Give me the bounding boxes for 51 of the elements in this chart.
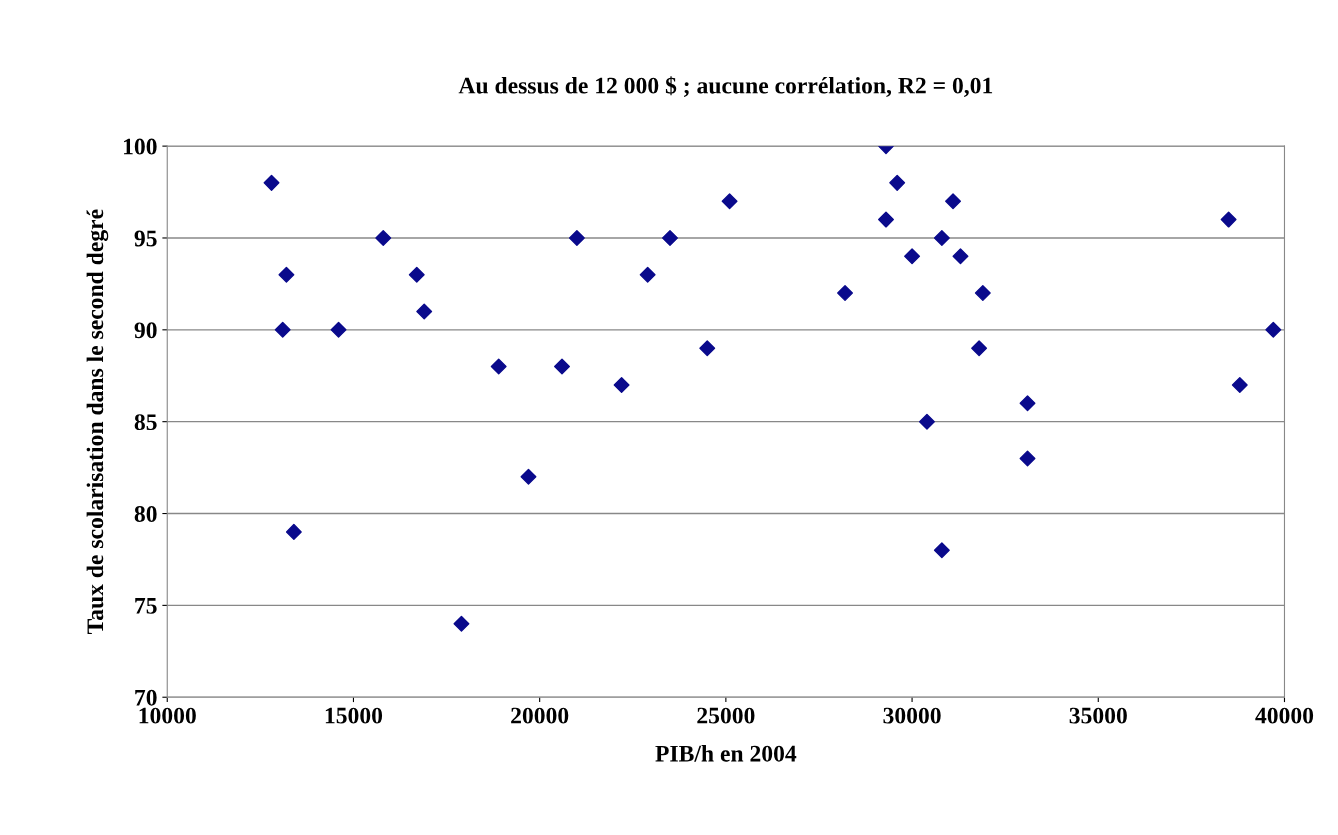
point xyxy=(408,266,425,283)
point xyxy=(952,248,969,265)
point xyxy=(1220,211,1237,228)
point xyxy=(490,358,507,375)
point xyxy=(878,211,894,228)
x-tick-label: 10000 xyxy=(139,707,196,724)
x-tick-label: 20000 xyxy=(511,707,569,724)
point xyxy=(278,266,295,283)
point xyxy=(721,193,738,210)
point xyxy=(974,285,991,302)
point xyxy=(330,321,347,338)
point xyxy=(889,174,906,191)
y-tick-label: 70 xyxy=(135,689,157,706)
point xyxy=(285,523,302,540)
point xyxy=(274,321,291,338)
x-tick-label: 15000 xyxy=(325,707,383,724)
point xyxy=(933,229,950,246)
point xyxy=(933,542,950,559)
chart-title: Au dessus de 12 000 $ ; aucune corrélation, R2 = 0,01 xyxy=(458,76,993,97)
x-tick-label: 25000 xyxy=(697,707,755,724)
y-tick-label: 100 xyxy=(124,138,157,155)
y-tick-label: 85 xyxy=(134,414,157,431)
y-axis-title: Taux de scolarisation dans le second degré xyxy=(86,209,109,635)
x-tick-label: 35000 xyxy=(1069,707,1127,724)
y-tick-label: 80 xyxy=(134,506,157,522)
point xyxy=(1231,376,1248,393)
x-axis-title: PIB/h en 2004 xyxy=(655,745,797,762)
x-tick-label: 40000 xyxy=(1255,707,1314,724)
point xyxy=(613,376,630,393)
point xyxy=(699,340,716,357)
point xyxy=(520,468,537,485)
point xyxy=(904,248,921,265)
point xyxy=(1019,395,1036,412)
y-tick-label: 95 xyxy=(134,230,157,247)
y-tick-label: 90 xyxy=(134,322,157,339)
point xyxy=(1019,450,1036,467)
x-tick-label: 30000 xyxy=(883,707,941,724)
point xyxy=(416,303,433,320)
point xyxy=(639,266,656,283)
point xyxy=(918,413,935,430)
point xyxy=(945,193,962,210)
y-tick-label: 75 xyxy=(135,598,157,614)
point xyxy=(263,174,280,191)
point xyxy=(971,340,988,357)
point xyxy=(375,229,392,246)
point xyxy=(1265,321,1282,338)
point xyxy=(662,229,678,246)
point xyxy=(554,358,570,375)
point xyxy=(453,615,470,632)
point xyxy=(568,229,585,246)
point xyxy=(837,285,854,302)
